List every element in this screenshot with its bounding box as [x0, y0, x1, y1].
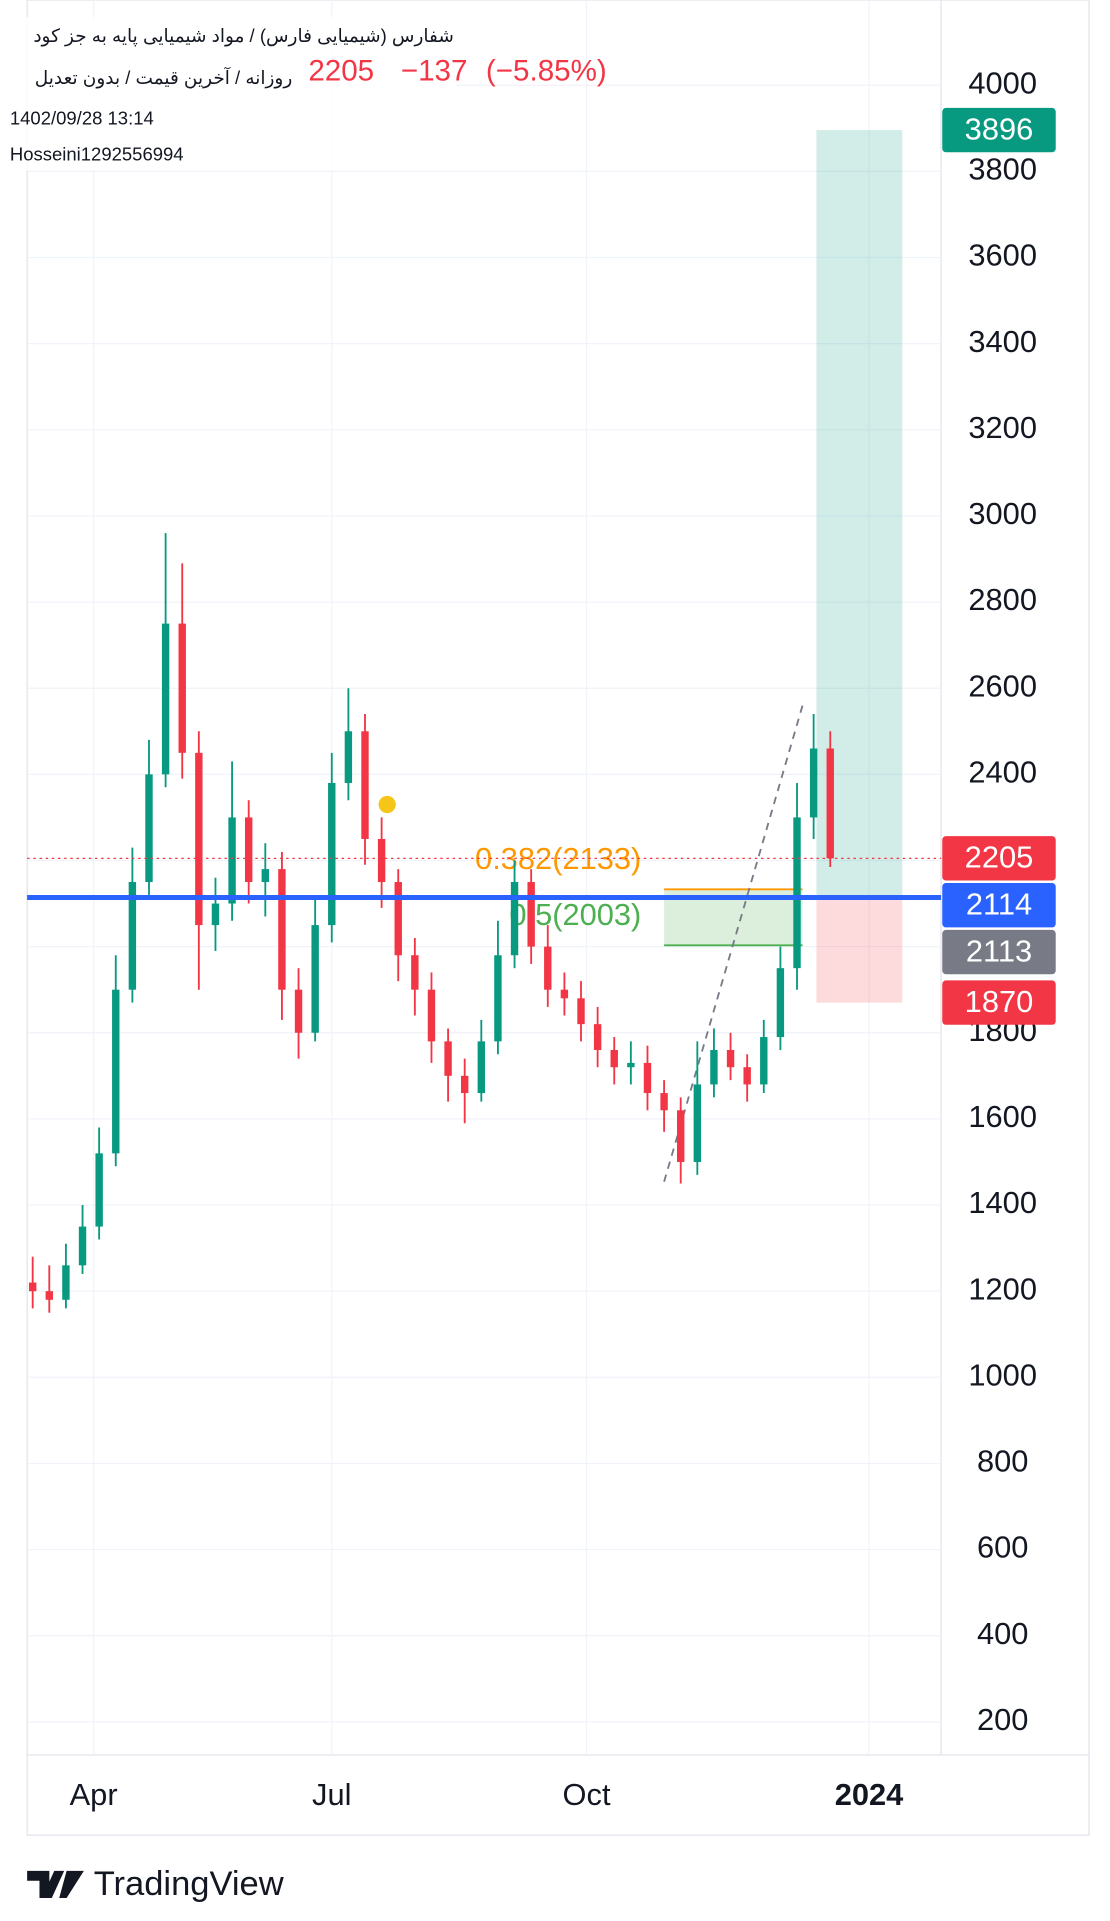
marker	[378, 795, 396, 814]
x-tick-label: Oct	[563, 1777, 611, 1812]
price-label: 3896	[965, 111, 1034, 146]
candle-body	[826, 748, 834, 859]
y-tick-label: 1400	[968, 1185, 1037, 1220]
candle-body	[244, 817, 253, 883]
trend-line	[663, 705, 804, 1183]
candle-body	[610, 1049, 618, 1068]
x-tick-label: Apr	[70, 1777, 118, 1812]
candle-body	[178, 623, 186, 753]
candle-body	[95, 1153, 103, 1227]
candle-body	[128, 882, 137, 990]
logo	[27, 1870, 84, 1899]
candle-body	[278, 869, 286, 990]
candle-body	[677, 1110, 685, 1162]
y-tick-label: 2400	[968, 754, 1037, 789]
price-label: 2114	[966, 887, 1032, 922]
candle-body	[627, 1062, 635, 1068]
subtitle: روزانه / آخرین قیمت / بدون تعدیل	[35, 66, 293, 89]
candle-body	[62, 1265, 70, 1300]
candle-body	[643, 1062, 652, 1094]
author: Hosseini1292556994	[10, 143, 184, 164]
candle-body	[228, 817, 236, 904]
candle-body	[261, 869, 270, 883]
frame	[26, 0, 1090, 1836]
candle-body	[460, 1075, 469, 1094]
candle-body	[361, 731, 369, 839]
candle-body	[45, 1291, 53, 1300]
candle-body	[78, 1226, 87, 1266]
candle-body	[809, 748, 818, 818]
candle-body	[195, 752, 203, 926]
candle-body	[411, 955, 419, 990]
candle-body	[577, 998, 585, 1025]
y-tick-label: 3600	[968, 238, 1037, 273]
candle-body	[710, 1049, 718, 1085]
candle-body	[544, 946, 552, 990]
candle-body	[444, 1041, 452, 1076]
brand[interactable]: TradingView	[94, 1865, 285, 1903]
candle-body	[693, 1084, 702, 1162]
candle-body	[294, 989, 303, 1033]
y-tick-label: 2800	[968, 582, 1037, 617]
y-tick-label: 400	[977, 1616, 1028, 1651]
candle-body	[377, 838, 386, 883]
candle-body	[145, 774, 153, 883]
candle-body	[726, 1049, 735, 1068]
y-tick-label: 600	[977, 1530, 1028, 1565]
y-tick-label: 1000	[968, 1357, 1037, 1392]
candle-body	[477, 1041, 486, 1094]
y-tick-label: 4000	[968, 65, 1037, 100]
candle-body	[660, 1093, 668, 1111]
x-tick-label: 2024	[835, 1777, 904, 1812]
y-tick-label: 1200	[968, 1271, 1037, 1306]
x-tick-label: Jul	[312, 1777, 351, 1812]
change-percent: (−5.85%)	[486, 55, 607, 88]
candle-body	[311, 925, 319, 1033]
candle-body	[560, 989, 569, 999]
y-tick-label: 200	[977, 1702, 1028, 1737]
price-label: 2205	[965, 840, 1034, 875]
candle-body	[527, 882, 535, 947]
last-price: 2205	[308, 55, 374, 88]
candle-body	[394, 882, 402, 956]
timestamp: 1402/09/28 13:14	[10, 108, 154, 129]
candle-body	[494, 955, 502, 1042]
y-tick-label: 2600	[968, 668, 1037, 703]
candle-body	[161, 623, 170, 775]
legend-bg	[0, 17, 457, 171]
y-tick-label: 3000	[968, 496, 1037, 531]
price-label-bg	[942, 107, 1056, 153]
title: شفارس (شیمیایی فارس) / مواد شیمیایی پایه…	[33, 25, 454, 47]
price-label: 1870	[965, 984, 1034, 1019]
candle-body	[211, 903, 220, 926]
candle-body	[760, 1037, 768, 1085]
change: −137	[401, 55, 468, 88]
candle-body	[28, 1282, 37, 1292]
y-tick-label: 800	[977, 1444, 1028, 1479]
candle-body	[510, 882, 519, 956]
candle-body	[776, 968, 785, 1038]
y-tick-label: 3200	[968, 410, 1037, 445]
candle-body	[793, 817, 801, 969]
price-label-bg	[942, 929, 1056, 975]
y-tick-label: 3800	[968, 152, 1037, 187]
price-label-bg	[942, 836, 1056, 881]
candle-body	[593, 1024, 602, 1050]
candle-body	[328, 782, 336, 926]
price-label: 2113	[966, 933, 1032, 968]
candle-body	[743, 1067, 751, 1085]
y-tick-label: 3400	[968, 324, 1037, 359]
stop-zone	[816, 897, 903, 1003]
candle-body	[344, 731, 353, 783]
y-tick-label: 1600	[968, 1099, 1037, 1134]
price-label-bg	[942, 980, 1056, 1025]
price-label-bg	[942, 882, 1056, 928]
candle-body	[427, 989, 436, 1042]
candle-body	[112, 989, 120, 1154]
